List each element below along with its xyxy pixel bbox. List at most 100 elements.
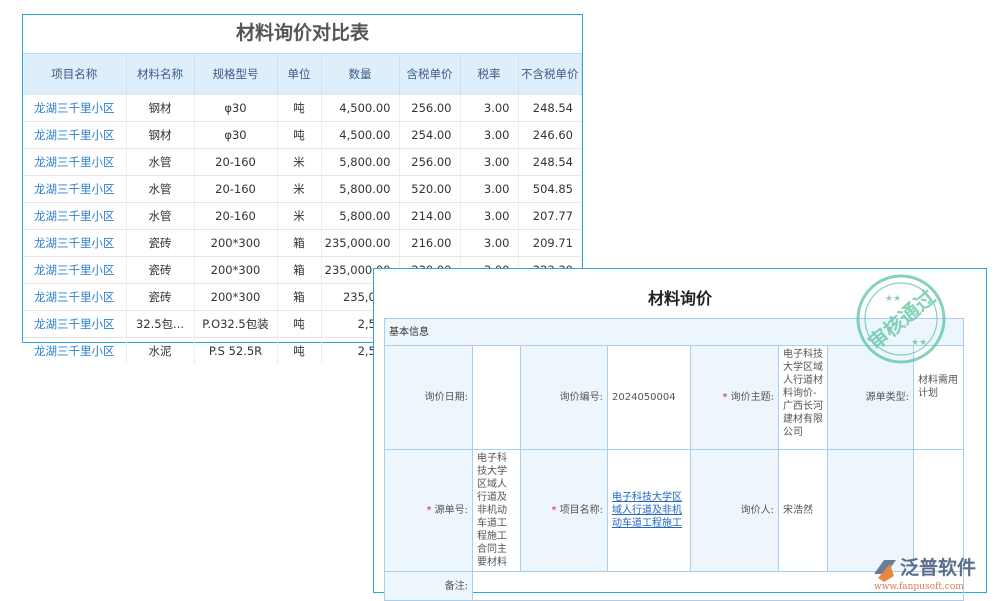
unit: 米 <box>277 148 322 176</box>
column-header: 税率 <box>460 54 519 95</box>
material-name: 瓷砖 <box>126 256 195 284</box>
tax-rate: 3.00 <box>460 175 519 203</box>
quantity: 235,000.00 <box>321 229 400 257</box>
source-no-label: * 源单号: <box>384 449 473 572</box>
quantity: 5,800.00 <box>321 202 400 230</box>
price-with-tax: 254.00 <box>399 121 461 149</box>
spec: P.O32.5包装 <box>194 310 278 338</box>
logo-url: www.fanpusoft.com <box>874 582 964 592</box>
tax-rate: 3.00 <box>460 94 519 122</box>
project-name-link[interactable]: 龙湖三千里小区 <box>23 256 127 284</box>
material-comparison-table: 材料询价对比表 项目名称 材料名称 规格型号 单位 数量 含税单价 税率 不含税单价 龙湖三千… <box>22 14 583 364</box>
material-name: 水管 <box>126 175 195 203</box>
material-name: 水管 <box>126 202 195 230</box>
star-icon: ★★ <box>885 294 901 304</box>
required-mark: * <box>551 505 557 516</box>
material-name: 水泥 <box>126 337 195 364</box>
material-name: 瓷砖 <box>126 283 195 311</box>
inquiry-date-label: 询价日期: <box>384 345 473 450</box>
logo-mark-icon <box>874 560 896 574</box>
table-row: 龙湖三千里小区 钢材 φ30 吨 4,500.00 256.00 3.00 248.54 <box>23 94 582 122</box>
required-mark: * <box>722 392 728 403</box>
column-header: 含税单价 <box>399 54 461 95</box>
fanpusoft-logo: 泛普软件 www.fanpusoft.com <box>870 552 995 592</box>
approved-stamp: 审核通过 ★★ ★★ <box>856 274 946 364</box>
tax-rate: 3.00 <box>460 148 519 176</box>
column-header: 不含税单价 <box>518 54 582 95</box>
source-no-label-text: 源单号: <box>434 505 468 516</box>
material-name: 32.5包... <box>126 310 195 338</box>
price-with-tax: 256.00 <box>399 94 461 122</box>
empty-cell <box>913 449 964 572</box>
material-name: 水管 <box>126 148 195 176</box>
project-name-link[interactable]: 龙湖三千里小区 <box>23 337 127 364</box>
unit: 箱 <box>277 229 322 257</box>
tax-rate: 3.00 <box>460 229 519 257</box>
inquiry-no-field[interactable]: 2024050004 <box>607 345 691 450</box>
spec: φ30 <box>194 121 278 149</box>
spec: 20-160 <box>194 202 278 230</box>
unit: 吨 <box>277 310 322 338</box>
spec: 20-160 <box>194 175 278 203</box>
unit: 箱 <box>277 283 322 311</box>
spec: 200*300 <box>194 283 278 311</box>
star-icon: ★★ <box>911 338 927 348</box>
source-no-field[interactable]: 电子科技大学区域人行道及非机动车道工程施工合同主要材料 <box>472 449 521 572</box>
material-name: 钢材 <box>126 94 195 122</box>
project-name-link[interactable]: 龙湖三千里小区 <box>23 310 127 338</box>
column-header: 项目名称 <box>23 54 127 95</box>
project-field: 电子科技大学区域人行道及非机动车道工程施工 <box>607 449 691 572</box>
material-inquiry-panel: 材料询价 基本信息 询价日期: 询价编号: 2024050004 * 询价主题:… <box>373 268 987 601</box>
table-row: 龙湖三千里小区 水管 20-160 米 5,800.00 520.00 3.00 504.85 <box>23 175 582 203</box>
project-name-link[interactable]: 龙湖三千里小区 <box>23 229 127 257</box>
subject-label-text: 询价主题: <box>730 392 774 403</box>
material-name: 瓷砖 <box>126 229 195 257</box>
column-header: 材料名称 <box>126 54 195 95</box>
inquiry-no-label: 询价编号: <box>520 345 608 450</box>
column-header: 单位 <box>277 54 322 95</box>
price-without-tax: 248.54 <box>518 94 582 122</box>
subject-field[interactable]: 电子科技大学区域人行道材料询价-广西长河建材有限公司 <box>778 345 828 450</box>
stamp-text: 审核通过 <box>863 285 940 355</box>
project-link[interactable]: 电子科技大学区域人行道及非机动车道工程施工 <box>612 492 682 529</box>
spec: 200*300 <box>194 256 278 284</box>
source-type-field[interactable]: 材料需用计划 <box>913 345 964 450</box>
project-name-link[interactable]: 龙湖三千里小区 <box>23 94 127 122</box>
price-with-tax: 520.00 <box>399 175 461 203</box>
column-header: 数量 <box>321 54 400 95</box>
quantity: 5,800.00 <box>321 148 400 176</box>
logo-text: 泛普软件 <box>900 556 976 579</box>
empty-cell <box>827 449 914 572</box>
remark-label: 备注: <box>384 571 473 601</box>
project-name-link[interactable]: 龙湖三千里小区 <box>23 202 127 230</box>
tax-rate: 3.00 <box>460 202 519 230</box>
section-basic-info: 基本信息 <box>384 318 964 346</box>
unit: 吨 <box>277 121 322 149</box>
unit: 箱 <box>277 256 322 284</box>
project-name-link[interactable]: 龙湖三千里小区 <box>23 121 127 149</box>
inquiry-form: 基本信息 询价日期: 询价编号: 2024050004 * 询价主题: 电子科技… <box>384 318 964 601</box>
inquirer-field[interactable]: 宋浩然 <box>778 449 828 572</box>
price-with-tax: 214.00 <box>399 202 461 230</box>
project-name-link[interactable]: 龙湖三千里小区 <box>23 283 127 311</box>
unit: 吨 <box>277 94 322 122</box>
price-without-tax: 209.71 <box>518 229 582 257</box>
quantity: 4,500.00 <box>321 121 400 149</box>
price-without-tax: 246.60 <box>518 121 582 149</box>
column-header: 规格型号 <box>194 54 278 95</box>
project-label-text: 项目名称: <box>559 505 603 516</box>
price-with-tax: 256.00 <box>399 148 461 176</box>
table-row: 龙湖三千里小区 钢材 φ30 吨 4,500.00 254.00 3.00 246.60 <box>23 121 582 149</box>
material-name: 钢材 <box>126 121 195 149</box>
comparison-title: 材料询价对比表 <box>23 15 582 54</box>
table-row: 龙湖三千里小区 瓷砖 200*300 箱 235,000.00 216.00 3.00 209… <box>23 229 582 257</box>
source-type-label: 源单类型: <box>827 345 914 450</box>
inquiry-date-field[interactable] <box>472 345 521 450</box>
project-name-link[interactable]: 龙湖三千里小区 <box>23 175 127 203</box>
inquirer-label: 询价人: <box>690 449 779 572</box>
spec: P.S 52.5R <box>194 337 278 364</box>
project-name-link[interactable]: 龙湖三千里小区 <box>23 148 127 176</box>
table-row: 龙湖三千里小区 水管 20-160 米 5,800.00 214.00 3.00 207.77 <box>23 202 582 230</box>
spec: 20-160 <box>194 148 278 176</box>
tax-rate: 3.00 <box>460 121 519 149</box>
